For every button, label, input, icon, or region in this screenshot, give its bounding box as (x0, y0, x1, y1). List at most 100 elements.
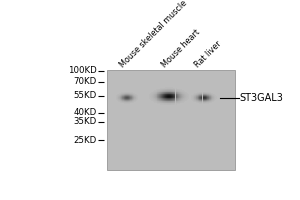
Bar (186, 99, 187, 100)
Bar (156, 101, 157, 102)
Bar (165, 98, 166, 99)
Bar (162, 89, 163, 90)
Bar (129, 101, 130, 102)
Bar (214, 95, 215, 96)
Bar (184, 96, 185, 97)
Bar (117, 94, 118, 95)
Bar (183, 101, 184, 102)
Bar (126, 99, 127, 100)
Bar (195, 93, 196, 94)
Bar (192, 95, 193, 96)
Bar (159, 96, 160, 97)
Bar (179, 102, 180, 103)
Bar (121, 98, 122, 99)
Bar (163, 94, 164, 95)
Bar (166, 104, 167, 105)
Bar (193, 94, 194, 95)
Bar (174, 101, 175, 102)
Bar (178, 92, 179, 93)
Bar (125, 92, 126, 93)
Bar (133, 93, 134, 94)
Bar (157, 89, 158, 90)
Bar (136, 94, 137, 95)
Bar (156, 92, 157, 93)
Bar (210, 93, 211, 94)
Bar (126, 95, 127, 96)
Bar (156, 102, 157, 103)
Bar (201, 96, 202, 97)
Bar (168, 103, 169, 104)
Bar (123, 97, 124, 98)
Bar (129, 95, 130, 96)
Bar (201, 92, 202, 93)
Bar (174, 92, 175, 93)
Bar (170, 98, 171, 99)
Text: 40KD: 40KD (74, 108, 97, 117)
Bar (157, 92, 158, 93)
Bar (119, 99, 120, 100)
Bar (204, 93, 205, 94)
Bar (212, 96, 213, 97)
Bar (176, 96, 177, 97)
Bar (167, 102, 168, 103)
Bar (171, 98, 172, 99)
Bar (132, 98, 133, 99)
Bar (122, 98, 123, 99)
Bar (163, 101, 164, 102)
Bar (173, 100, 174, 101)
Bar (183, 91, 184, 92)
Bar (185, 94, 186, 95)
Bar (206, 103, 207, 104)
Bar (186, 93, 187, 94)
Bar (209, 98, 210, 99)
Bar (199, 100, 200, 101)
Bar (171, 103, 172, 104)
Bar (124, 101, 125, 102)
Bar (165, 99, 166, 100)
Bar (159, 97, 160, 98)
Bar (191, 96, 192, 97)
Bar (213, 95, 214, 96)
Bar (173, 92, 174, 93)
Bar (123, 102, 124, 103)
Bar (126, 92, 127, 93)
Bar (207, 98, 208, 99)
Bar (184, 95, 185, 96)
Bar (167, 94, 168, 95)
Bar (166, 93, 167, 94)
Bar (208, 100, 209, 101)
Bar (191, 95, 192, 96)
Bar (179, 97, 180, 98)
Bar (215, 96, 216, 97)
Bar (163, 96, 164, 97)
Bar (176, 104, 177, 105)
Bar (170, 89, 171, 90)
Bar (183, 94, 184, 95)
Bar (181, 97, 182, 98)
Bar (169, 93, 170, 94)
Bar (168, 90, 169, 91)
Bar (117, 97, 118, 98)
Bar (159, 94, 160, 95)
Bar (160, 91, 161, 92)
Bar (182, 92, 183, 93)
Bar (182, 99, 183, 100)
Bar (162, 92, 163, 93)
Bar (160, 90, 161, 91)
Bar (124, 96, 125, 97)
Bar (122, 94, 123, 95)
Bar (188, 95, 189, 96)
Bar (134, 99, 135, 100)
Bar (121, 92, 122, 93)
Bar (158, 101, 159, 102)
Bar (120, 95, 121, 96)
Bar (206, 94, 207, 95)
Bar (169, 94, 170, 95)
Bar (171, 87, 172, 88)
Bar (163, 88, 164, 89)
Bar (180, 97, 181, 98)
Bar (119, 94, 120, 95)
Bar (163, 92, 164, 93)
Bar (166, 97, 167, 98)
Bar (179, 89, 180, 90)
